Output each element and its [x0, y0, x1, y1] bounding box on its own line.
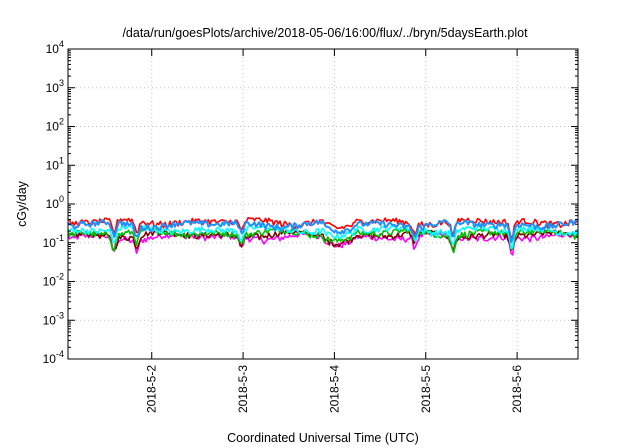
y-tick-label: 103: [46, 78, 64, 95]
y-tick-label: 10-3: [43, 310, 64, 327]
x-tick-label: 2018-5-3: [236, 365, 250, 413]
series-layer: [67, 217, 579, 256]
y-tick-label: 10-4: [43, 349, 64, 366]
series-line: [67, 217, 579, 239]
series-line: [67, 218, 579, 244]
x-tick-label: 2018-5-2: [145, 365, 159, 413]
y-tick-label: 104: [46, 39, 64, 56]
chart-title: /data/run/goesPlots/archive/2018-05-06/1…: [122, 26, 528, 40]
y-tick-label: 10-1: [43, 233, 64, 250]
x-tick-label: 2018-5-5: [419, 365, 433, 413]
x-axis: 2018-5-2 2018-5-3 2018-5-4 2018-5-5 2018-5-6: [145, 49, 524, 413]
y-tick-label: 100: [46, 194, 64, 211]
series-line: [67, 229, 579, 253]
x-tick-label: 2018-5-6: [510, 365, 524, 413]
y-axis-label: cGy/day: [15, 180, 29, 227]
y-tick-label: 102: [46, 117, 64, 134]
y-tick-label: 101: [46, 155, 64, 172]
grid: [68, 48, 578, 360]
y-tick-label: 10-2: [43, 272, 64, 289]
x-tick-label: 2018-5-4: [327, 365, 341, 413]
y-axis: 10-4 10-3 10-2 10-1 100 101 102 103 104: [43, 39, 578, 366]
x-axis-label: Coordinated Universal Time (UTC): [227, 431, 419, 445]
